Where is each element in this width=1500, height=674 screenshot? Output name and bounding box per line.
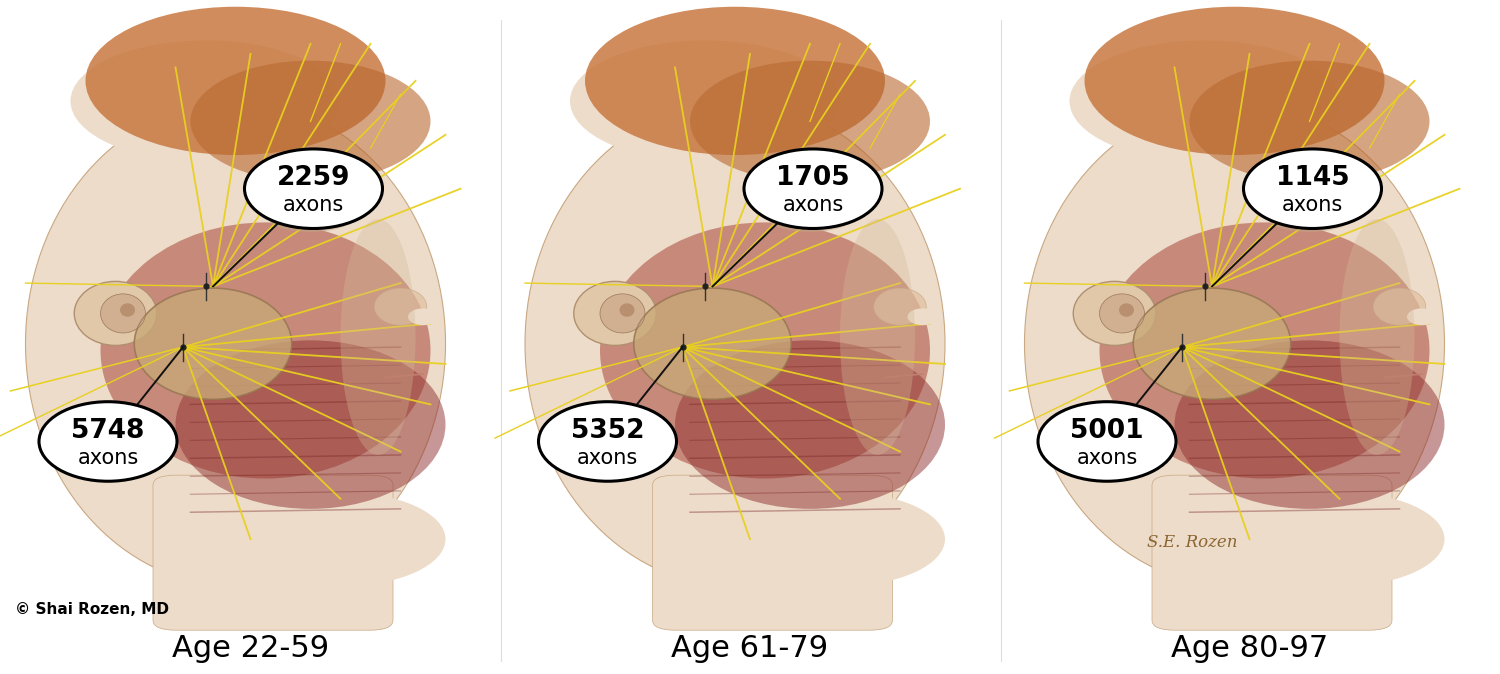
Text: 1145: 1145 <box>1275 165 1350 191</box>
Ellipse shape <box>176 340 446 509</box>
Ellipse shape <box>1024 101 1444 586</box>
Text: Age 80-97: Age 80-97 <box>1172 634 1328 663</box>
FancyBboxPatch shape <box>153 475 393 630</box>
Text: axons: axons <box>78 448 138 468</box>
Ellipse shape <box>26 101 445 586</box>
Ellipse shape <box>70 40 340 162</box>
Ellipse shape <box>1374 288 1425 325</box>
Ellipse shape <box>573 282 657 345</box>
Ellipse shape <box>1290 210 1344 224</box>
FancyBboxPatch shape <box>652 475 892 630</box>
Ellipse shape <box>1268 206 1350 232</box>
Ellipse shape <box>135 288 291 399</box>
Ellipse shape <box>735 492 945 586</box>
Text: 5001: 5001 <box>1070 418 1144 443</box>
Ellipse shape <box>744 149 882 228</box>
Text: axons: axons <box>578 448 638 468</box>
Ellipse shape <box>600 222 930 479</box>
Ellipse shape <box>768 206 852 232</box>
Ellipse shape <box>525 101 945 586</box>
Text: Age 22-59: Age 22-59 <box>172 634 328 663</box>
Text: 1705: 1705 <box>776 165 850 191</box>
Text: Age 61-79: Age 61-79 <box>672 634 828 663</box>
Ellipse shape <box>100 222 430 479</box>
Ellipse shape <box>1244 149 1382 228</box>
Text: © Shai Rozen, MD: © Shai Rozen, MD <box>15 603 170 617</box>
Ellipse shape <box>375 288 426 325</box>
Text: axons: axons <box>284 195 344 215</box>
Ellipse shape <box>1340 219 1414 455</box>
Ellipse shape <box>1407 308 1437 325</box>
Text: 5748: 5748 <box>72 418 144 443</box>
Ellipse shape <box>600 294 645 333</box>
Ellipse shape <box>1119 303 1134 317</box>
Ellipse shape <box>236 492 446 586</box>
Ellipse shape <box>840 219 915 455</box>
Ellipse shape <box>1084 7 1384 155</box>
Ellipse shape <box>1134 288 1290 399</box>
Ellipse shape <box>1234 492 1444 586</box>
Ellipse shape <box>1038 402 1176 481</box>
Ellipse shape <box>270 206 351 232</box>
Ellipse shape <box>690 61 930 182</box>
Text: axons: axons <box>1077 448 1137 468</box>
Ellipse shape <box>75 282 156 345</box>
Ellipse shape <box>340 219 416 455</box>
Ellipse shape <box>292 210 345 224</box>
Text: S.E. Rozen: S.E. Rozen <box>1148 534 1238 551</box>
Text: axons: axons <box>783 195 843 215</box>
Ellipse shape <box>120 303 135 317</box>
Ellipse shape <box>190 61 430 182</box>
Ellipse shape <box>792 210 844 224</box>
Ellipse shape <box>633 288 792 399</box>
Ellipse shape <box>538 402 676 481</box>
Ellipse shape <box>1100 294 1144 333</box>
Ellipse shape <box>100 294 146 333</box>
Ellipse shape <box>1074 282 1155 345</box>
Text: axons: axons <box>1282 195 1342 215</box>
Ellipse shape <box>408 308 438 325</box>
Ellipse shape <box>39 402 177 481</box>
Text: 2259: 2259 <box>278 165 351 191</box>
Ellipse shape <box>620 303 634 317</box>
Ellipse shape <box>1070 40 1340 162</box>
Ellipse shape <box>908 308 938 325</box>
Ellipse shape <box>1174 340 1444 509</box>
Ellipse shape <box>675 340 945 509</box>
Ellipse shape <box>244 149 382 228</box>
Ellipse shape <box>1190 61 1430 182</box>
Ellipse shape <box>570 40 840 162</box>
Ellipse shape <box>86 7 386 155</box>
Ellipse shape <box>585 7 885 155</box>
Ellipse shape <box>1100 222 1430 479</box>
Text: 5352: 5352 <box>570 418 645 443</box>
FancyBboxPatch shape <box>1152 475 1392 630</box>
Ellipse shape <box>873 288 925 325</box>
